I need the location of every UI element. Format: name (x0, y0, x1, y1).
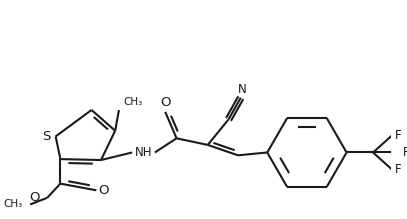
Text: F: F (395, 129, 402, 142)
Text: O: O (160, 96, 171, 109)
Text: O: O (98, 184, 109, 197)
Text: N: N (239, 83, 247, 96)
Text: O: O (29, 191, 39, 204)
Text: F: F (403, 146, 407, 159)
Text: F: F (395, 163, 402, 176)
Text: S: S (42, 130, 50, 143)
Text: CH₃: CH₃ (124, 97, 143, 107)
Text: NH: NH (135, 146, 152, 159)
Text: CH₃: CH₃ (3, 200, 23, 209)
